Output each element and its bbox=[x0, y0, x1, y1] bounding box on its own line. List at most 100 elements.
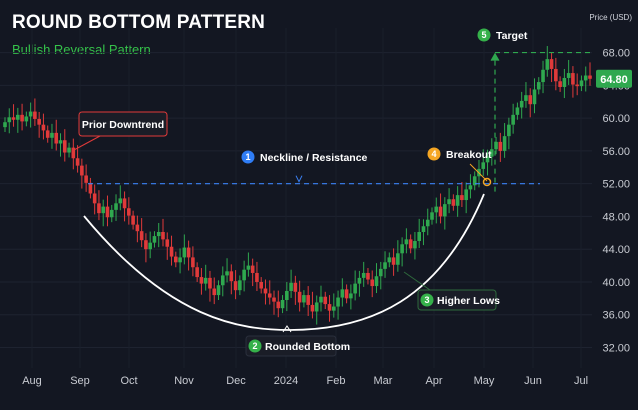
candle-body bbox=[165, 239, 170, 247]
candle-body bbox=[464, 189, 468, 201]
candle-body bbox=[144, 240, 148, 250]
candle-body bbox=[208, 277, 212, 289]
candle-body bbox=[554, 68, 558, 82]
candle-body bbox=[276, 301, 281, 309]
candle-body bbox=[203, 277, 208, 284]
candle-body bbox=[447, 199, 451, 205]
candle-body bbox=[182, 247, 187, 258]
candle-body bbox=[344, 289, 349, 299]
y-tick-label: 52.00 bbox=[602, 179, 630, 191]
candle-body bbox=[238, 280, 242, 291]
price-axis-unit: Price (USD) bbox=[589, 13, 632, 22]
annotations: Prior Downtrend 1 Neckline / Resistance 2 Ro… bbox=[73, 28, 528, 357]
candle-body bbox=[178, 257, 182, 263]
candle-body bbox=[229, 271, 234, 282]
x-tick-label: Feb bbox=[327, 375, 346, 387]
breakout-label: Breakout bbox=[446, 149, 492, 161]
x-tick-label: Dec bbox=[226, 375, 246, 387]
candle-body bbox=[191, 257, 195, 268]
candle-body bbox=[216, 285, 221, 296]
candle-body bbox=[62, 140, 67, 153]
prior-downtrend-pointer bbox=[73, 135, 101, 151]
candle-body bbox=[41, 124, 46, 131]
candle-body bbox=[118, 198, 123, 204]
candle-body bbox=[250, 265, 255, 273]
x-tick-label: Mar bbox=[374, 375, 393, 387]
candle-body bbox=[549, 59, 554, 69]
rounded-bottom-marker bbox=[282, 325, 292, 333]
neckline-badge bbox=[241, 150, 255, 164]
y-tick-label: 56.00 bbox=[602, 146, 630, 158]
rounded-bottom-box bbox=[245, 335, 337, 357]
candle-body bbox=[558, 81, 562, 87]
candle-body bbox=[246, 265, 251, 270]
candle-body bbox=[421, 226, 426, 232]
candle-body bbox=[575, 84, 579, 87]
candle-body bbox=[451, 199, 456, 206]
candle-body bbox=[336, 297, 340, 307]
candle-body bbox=[220, 275, 225, 286]
y-tick-label: 44.00 bbox=[602, 244, 630, 256]
candle-body bbox=[33, 111, 37, 119]
candle-body bbox=[199, 277, 204, 284]
candles bbox=[3, 46, 592, 325]
candle-body bbox=[485, 156, 490, 163]
candle-body bbox=[212, 288, 217, 296]
candle-body bbox=[413, 241, 417, 249]
candle-body bbox=[489, 149, 494, 157]
rounded-bottom-badge-number: 2 bbox=[252, 341, 257, 351]
candle-body bbox=[152, 236, 157, 243]
candle-body bbox=[174, 256, 178, 263]
candle-body bbox=[387, 257, 392, 263]
candle-body bbox=[131, 215, 135, 225]
candle-body bbox=[88, 182, 93, 194]
candle-body bbox=[472, 176, 477, 186]
candle-body bbox=[114, 203, 118, 210]
candle-body bbox=[524, 95, 528, 101]
candle-body bbox=[242, 269, 246, 281]
candle-body bbox=[481, 162, 486, 169]
candle-body bbox=[259, 281, 264, 289]
y-tick-label: 68.00 bbox=[602, 48, 630, 60]
candle-body bbox=[272, 297, 276, 302]
candle-body bbox=[92, 193, 97, 204]
candle-body bbox=[361, 272, 366, 278]
higher-lows-badge bbox=[420, 293, 434, 307]
candle-body bbox=[571, 73, 575, 85]
candle-body bbox=[391, 257, 396, 265]
neckline-label: Neckline / Resistance bbox=[260, 152, 368, 164]
candle-body bbox=[430, 212, 434, 220]
candle-body bbox=[425, 219, 430, 227]
breakout-badge bbox=[427, 147, 441, 161]
x-tick-label: Apr bbox=[425, 375, 442, 387]
candle-body bbox=[400, 244, 404, 254]
candle-body bbox=[156, 232, 161, 237]
candle-body bbox=[37, 118, 41, 125]
y-tick-label: 48.00 bbox=[602, 211, 630, 223]
candle-body bbox=[340, 289, 345, 298]
candle-body bbox=[579, 80, 584, 87]
candle-body bbox=[374, 276, 379, 287]
candle-body bbox=[511, 114, 515, 125]
overlays: 64.80 bbox=[83, 51, 632, 331]
candle-body bbox=[408, 239, 413, 249]
candle-body bbox=[58, 140, 63, 144]
candle-body bbox=[7, 117, 12, 123]
candle-body bbox=[532, 89, 537, 105]
candle-body bbox=[515, 107, 520, 115]
target-badge bbox=[477, 28, 491, 42]
candle-body bbox=[263, 288, 268, 294]
target-arrow bbox=[490, 52, 500, 61]
candle-body bbox=[370, 279, 375, 287]
candle-body bbox=[24, 116, 29, 122]
candle-body bbox=[186, 247, 191, 258]
candle-body bbox=[20, 114, 24, 122]
candle-body bbox=[357, 277, 362, 284]
candle-body bbox=[331, 306, 336, 311]
candle-body bbox=[588, 75, 592, 79]
candle-body bbox=[67, 147, 71, 153]
candle-body bbox=[302, 295, 306, 303]
candle-body bbox=[3, 122, 7, 128]
candle-body bbox=[438, 206, 443, 217]
